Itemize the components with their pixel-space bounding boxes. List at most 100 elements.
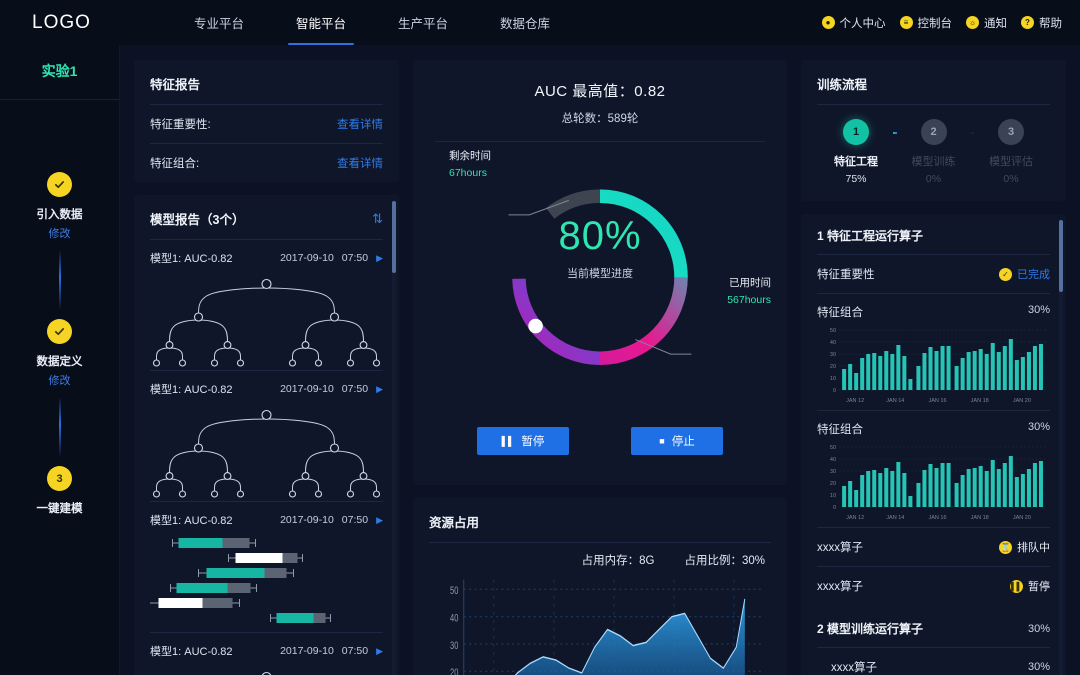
model-list-item[interactable]: 模型1: AUC-0.82 2017-09-10 07:50 ▶ — [150, 240, 383, 370]
svg-text:JAN 14: JAN 14 — [886, 398, 904, 404]
operators-card: 1 特征工程运行算子 特征重要性 ✓ 已完成 特征组合 — [801, 214, 1066, 675]
operator-section-2-percent: 30% — [1027, 622, 1050, 635]
notification-action[interactable]: ☼ 通知 — [966, 15, 1007, 31]
stop-button[interactable]: ■ 停止 — [631, 427, 723, 455]
svg-text:JAN 12: JAN 12 — [846, 398, 864, 404]
operator-section-1-header: 1 特征工程运行算子 — [817, 214, 1050, 254]
sidebar-step-edit-link[interactable]: 修改 — [48, 375, 71, 387]
operator-chart-header: 特征组合 30% — [817, 421, 1050, 437]
operators-list[interactable]: 1 特征工程运行算子 特征重要性 ✓ 已完成 特征组合 — [801, 214, 1066, 675]
model-list-item[interactable]: 模型1: AUC-0.82 2017-09-10 07:50 ▶ — [150, 370, 383, 501]
play-icon[interactable]: ▶ — [376, 645, 383, 656]
play-icon[interactable]: ▶ — [376, 383, 383, 394]
divider — [150, 104, 383, 105]
help-icon: ? — [1021, 16, 1034, 29]
flow-step-model-evaluation[interactable]: 3 模型评估 0% — [974, 119, 1048, 185]
tab-data-warehouse[interactable]: 数据仓库 — [500, 17, 551, 31]
operator-percent: 30% — [1027, 661, 1050, 673]
operator-row-sub-1[interactable]: xxxx算子 30% — [817, 647, 1050, 675]
box-plot-chart — [144, 532, 383, 632]
sidebar-steps: 引入数据 修改 数据定义 修改 3 一键建模 — [37, 172, 83, 516]
tab-professional-platform[interactable]: 专业平台 — [194, 17, 245, 31]
decision-tree-chart — [150, 663, 383, 675]
sort-icon[interactable]: ⇅ — [372, 211, 383, 226]
operator-label: xxxx算子 — [817, 581, 863, 593]
operator-row-queued[interactable]: xxxx算子 ⌛ 排队中 — [817, 527, 1050, 566]
scrollbar-thumb[interactable] — [1059, 220, 1063, 292]
model-time: 07:50 — [341, 645, 369, 657]
usage-ratio: 占用比例：30% — [684, 555, 765, 567]
model-row-header: 模型1: AUC-0.82 2017-09-10 07:50 ▶ — [150, 381, 383, 401]
user-center-action[interactable]: ● 个人中心 — [821, 15, 886, 31]
x-tick-labels: JAN 12 JAN 14 JAN 16 JAN 18 JAN 20 — [846, 515, 1031, 521]
sidebar-step-one-click-modeling[interactable]: 3 一键建模 — [37, 466, 83, 516]
operator-section-2-header: 2 模型训练运行算子 30% — [817, 605, 1050, 647]
flow-step-feature-engineering[interactable]: 1 特征工程 75% — [819, 119, 893, 185]
gauge-progress-arc-3 — [512, 189, 688, 366]
pause-button[interactable]: ▌▌ 暂停 — [477, 427, 569, 455]
model-list-item[interactable]: 模型1: AUC-0.82 2017-09-10 07:50 ▶ — [150, 632, 383, 675]
model-report-card: 模型报告（3个） ⇅ 模型1: AUC-0.82 2017-09-10 07:5… — [134, 195, 399, 675]
bars — [842, 339, 1043, 390]
left-column: 特征报告 特征重要性: 查看详情 特征组合: 查看详情 模型报告（3个） — [134, 60, 399, 675]
step-connector — [58, 251, 61, 309]
feature-report-title: 特征报告 — [150, 78, 201, 92]
model-datetime: 2017-09-10 — [280, 645, 334, 657]
training-flow-steps: 1 特征工程 75% 2 模型训练 0% 3 模 — [801, 105, 1066, 201]
divider — [150, 143, 383, 144]
model-progress-card: AUC 最高值：0.82 总轮数：589轮 — [413, 60, 787, 485]
svg-text:50: 50 — [830, 328, 836, 334]
decision-tree-chart — [150, 270, 383, 370]
model-list-scrollbar[interactable] — [392, 201, 396, 675]
top-nav: 专业平台 智能平台 生产平台 数据仓库 — [168, 0, 576, 45]
play-icon[interactable]: ▶ — [376, 252, 383, 263]
model-name: 模型1: AUC-0.82 — [150, 646, 233, 658]
scrollbar-thumb[interactable] — [392, 201, 396, 273]
body-wrapper: 实验1 引入数据 修改 — [0, 45, 1080, 675]
model-datetime: 2017-09-10 — [280, 252, 334, 264]
resource-usage-card: 资源占用 占用内存：8G 占用比例：30% — [413, 498, 787, 675]
play-icon[interactable]: ▶ — [376, 514, 383, 525]
operator-status: ✓ 已完成 — [999, 266, 1050, 282]
svg-text:20: 20 — [450, 667, 458, 675]
flow-step-model-training[interactable]: 2 模型训练 0% — [897, 119, 971, 185]
logo[interactable]: LOGO — [32, 11, 91, 33]
top-right-actions: ● 个人中心 ≡ 控制台 ☼ 通知 ? 帮助 — [821, 15, 1080, 31]
sidebar-step-edit-link[interactable]: 修改 — [48, 228, 71, 240]
feature-importance-label: 特征重要性: — [150, 119, 211, 131]
tree-svg — [152, 278, 381, 367]
operator-section-2-title: 2 模型训练运行算子 — [817, 622, 924, 636]
operator-chart-header: 特征组合 30% — [817, 304, 1050, 320]
operator-row-feature-importance[interactable]: 特征重要性 ✓ 已完成 — [817, 254, 1050, 293]
training-flow-card: 训练流程 1 特征工程 75% 2 模型训练 0% — [801, 60, 1066, 201]
svg-text:10: 10 — [830, 376, 836, 382]
bars — [842, 456, 1043, 507]
stop-icon: ■ — [659, 436, 665, 446]
operator-status: ▌▌ 暂停 — [1010, 578, 1050, 594]
divider — [150, 239, 383, 240]
flow-step-label: 模型评估 — [989, 156, 1033, 168]
help-action[interactable]: ? 帮助 — [1021, 15, 1062, 31]
model-list[interactable]: 模型1: AUC-0.82 2017-09-10 07:50 ▶ — [134, 240, 399, 675]
sidebar-step-import-data[interactable]: 引入数据 修改 — [37, 172, 83, 241]
flow-step-percent: 0% — [1003, 173, 1019, 185]
svg-text:JAN 18: JAN 18 — [971, 515, 989, 521]
tab-production-platform[interactable]: 生产平台 — [398, 17, 449, 31]
feature-importance-detail-link[interactable]: 查看详情 — [337, 119, 383, 131]
operators-scrollbar[interactable] — [1059, 220, 1063, 675]
operator-row-paused[interactable]: xxxx算子 ▌▌ 暂停 — [817, 566, 1050, 605]
operator-label: xxxx算子 — [817, 542, 863, 554]
user-icon: ● — [821, 16, 835, 29]
feature-combination-detail-link[interactable]: 查看详情 — [337, 158, 383, 170]
remaining-time-value: 67hours — [449, 167, 487, 179]
model-list-item[interactable]: 模型1: AUC-0.82 2017-09-10 07:50 ▶ — [144, 501, 383, 632]
console-action[interactable]: ≡ 控制台 — [899, 15, 952, 31]
svg-text:JAN 14: JAN 14 — [886, 515, 904, 521]
sidebar-step-data-definition[interactable]: 数据定义 修改 — [37, 319, 83, 388]
feature-combination-row: 特征组合: 查看详情 — [134, 144, 399, 182]
progress-caption: 当前模型进度 — [567, 268, 633, 280]
operator-status-label: 已完成 — [1017, 269, 1050, 281]
tab-intelligent-platform[interactable]: 智能平台 — [270, 0, 372, 45]
operator-label: xxxx算子 — [831, 662, 877, 674]
